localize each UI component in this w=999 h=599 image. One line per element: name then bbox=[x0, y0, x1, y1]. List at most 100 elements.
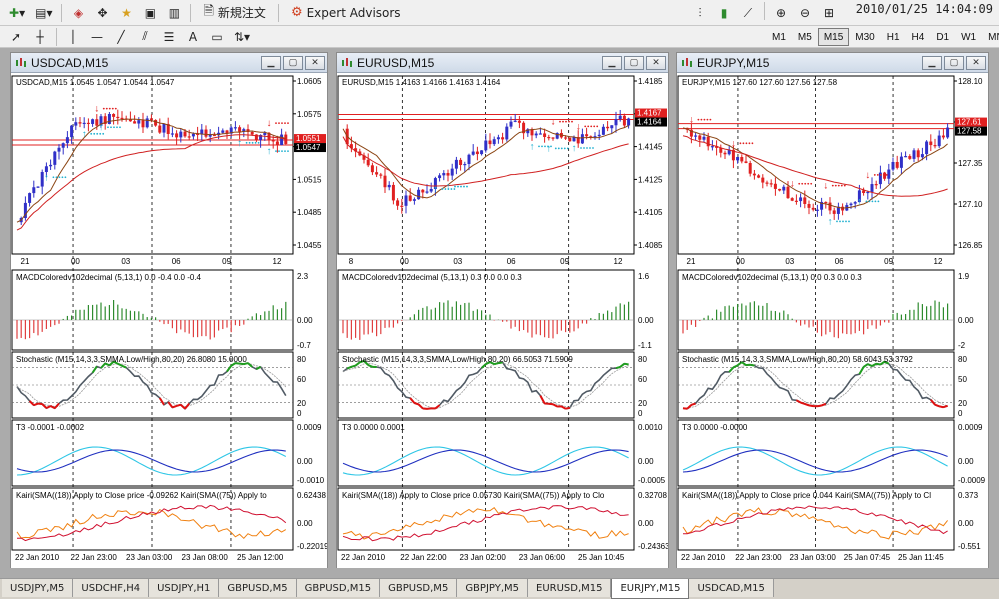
chart-tab[interactable]: GBPUSD,M15 bbox=[296, 579, 381, 597]
new-chart-button[interactable]: ✚ ▾ bbox=[9, 5, 26, 20]
line-chart-button[interactable]: ⟋ bbox=[737, 2, 759, 24]
indicator-pane-frame bbox=[337, 269, 635, 351]
vertical-line-button[interactable]: │ bbox=[62, 26, 84, 48]
navigator-button[interactable]: ✥ bbox=[91, 2, 113, 24]
signal-dot bbox=[562, 120, 564, 123]
timeframe-m5-button[interactable]: M5 bbox=[797, 31, 812, 43]
bar-chart-button[interactable]: ⫶ bbox=[689, 2, 711, 24]
zoom-out-button[interactable]: ⊖ bbox=[794, 2, 816, 24]
candle-body bbox=[459, 159, 463, 165]
chart-titlebar[interactable]: EURUSD,M15 ▁ ▢ ✕ bbox=[337, 53, 668, 73]
signal-dot bbox=[248, 141, 251, 144]
signal-dot bbox=[739, 142, 742, 145]
chart-titlebar[interactable]: USDCAD,M15 ▁ ▢ ✕ bbox=[11, 53, 327, 73]
crosshair-button[interactable]: ┼ bbox=[29, 26, 51, 48]
chart-tab[interactable]: GBPUSD,M5 bbox=[219, 579, 297, 597]
chart-tab[interactable]: GBPJPY,M5 bbox=[457, 579, 528, 597]
text-button[interactable]: A bbox=[182, 26, 204, 48]
candle-body bbox=[815, 209, 819, 211]
minimize-icon: ▁ bbox=[608, 57, 616, 67]
timeframe-mn-button[interactable]: MN bbox=[988, 31, 999, 43]
trendline-button[interactable]: ╱ bbox=[110, 26, 132, 48]
t3-scale-label: 0.00 bbox=[297, 457, 313, 466]
candle-body bbox=[522, 122, 526, 134]
chart-tab[interactable]: USDCAD,M15 bbox=[689, 579, 774, 597]
timeframe-w1-button[interactable]: W1 bbox=[961, 31, 977, 43]
arrows-button[interactable]: ⇅▾ bbox=[230, 26, 254, 48]
kairi-label: Kairi(SMA((18)) Apply to Close price 0.0… bbox=[342, 491, 605, 500]
close-button[interactable]: ✕ bbox=[966, 55, 986, 70]
chart-tab[interactable]: EURJPY,M15 bbox=[611, 579, 690, 599]
timeframe-h4-button[interactable]: H4 bbox=[911, 31, 925, 43]
minimize-button[interactable]: ▁ bbox=[261, 55, 281, 70]
candle-body bbox=[362, 155, 366, 160]
close-button[interactable]: ✕ bbox=[646, 55, 666, 70]
signal-dot bbox=[557, 147, 560, 150]
candle-body bbox=[891, 161, 895, 170]
profiles-button[interactable]: ▤ ▾ bbox=[35, 5, 53, 20]
candle-body bbox=[467, 154, 471, 164]
chart-window[interactable]: USDCAD,M15 ▁ ▢ ✕ ↓ ↑ ↑ ↑ ↑ ↓ ↑ USDCAD,M15 1.054… bbox=[10, 52, 328, 568]
chart-tab[interactable]: EURUSD,M15 bbox=[528, 579, 612, 597]
kairi-short-line bbox=[342, 507, 629, 540]
cursor-button[interactable]: ➚ bbox=[5, 26, 27, 48]
stochastic-overbought-segment bbox=[871, 362, 877, 367]
timeframe-d1-button[interactable]: D1 bbox=[936, 31, 950, 43]
signal-arrow-icon: ↑ bbox=[546, 143, 551, 154]
kairi-scale-label: 0.00 bbox=[638, 519, 654, 528]
expert-advisors-button[interactable]: ⚙ Expert Advisors bbox=[284, 2, 408, 24]
stochastic-overbought-segment bbox=[243, 362, 249, 366]
stochastic-oversold-segment bbox=[552, 403, 558, 408]
equidistant-channel-button[interactable]: ⫽ bbox=[134, 26, 156, 48]
maximize-button[interactable]: ▢ bbox=[944, 55, 964, 70]
chart-canvas[interactable]: ↓ ↓ ↓ ↑ ↓ ↓ ↑ EURJPY,M15 127.60 127.60 127.56 1… bbox=[677, 74, 988, 568]
tester-button[interactable]: ▥ bbox=[163, 2, 185, 24]
candlestick-button[interactable]: ▮ bbox=[713, 2, 735, 24]
minimize-button[interactable]: ▁ bbox=[922, 55, 942, 70]
favorites-button[interactable]: ★ bbox=[115, 2, 137, 24]
horizontal-line-button[interactable]: — bbox=[86, 26, 108, 48]
candle-body bbox=[870, 184, 874, 192]
timeframe-m15-button[interactable]: M15 bbox=[817, 28, 850, 46]
minimize-button[interactable]: ▁ bbox=[602, 55, 622, 70]
close-button[interactable]: ✕ bbox=[305, 55, 325, 70]
chart-window[interactable]: EURUSD,M15 ▁ ▢ ✕ ↑ ↑ ↑ ↑ ↓ ↓ ↑ EURUSD,M15 1.416… bbox=[336, 52, 669, 568]
candle-body bbox=[832, 210, 836, 214]
chart-tab[interactable]: USDCHF,H4 bbox=[73, 579, 150, 597]
toolbar-separator bbox=[764, 2, 765, 20]
signal-dot bbox=[257, 141, 260, 144]
chart-tab[interactable]: USDJPY,M5 bbox=[2, 579, 74, 597]
maximize-button[interactable]: ▢ bbox=[624, 55, 644, 70]
candle-body bbox=[706, 136, 710, 147]
signal-arrow-icon: ↑ bbox=[433, 184, 438, 195]
tile-windows-button[interactable]: ⊞ bbox=[818, 2, 840, 24]
candle-body bbox=[208, 134, 212, 137]
candle-body bbox=[543, 133, 547, 137]
date-axis-label: 22 Jan 22:00 bbox=[400, 553, 447, 562]
chart-tab[interactable]: USDJPY,H1 bbox=[149, 579, 220, 597]
maximize-button[interactable]: ▢ bbox=[283, 55, 303, 70]
chart-window[interactable]: EURJPY,M15 ▁ ▢ ✕ ↓ ↓ ↓ ↑ ↓ ↓ ↑ EURJPY,M15 127.6… bbox=[676, 52, 989, 568]
chart-tab[interactable]: GBPUSD,M5 bbox=[380, 579, 458, 597]
candle-body bbox=[404, 195, 408, 206]
time-axis-label: 06 bbox=[507, 257, 516, 266]
signal-dot bbox=[751, 142, 754, 145]
zoom-in-button[interactable]: ⊕ bbox=[770, 2, 792, 24]
market-watch-button[interactable]: ◈ bbox=[67, 2, 89, 24]
date-axis-label: 23 Jan 03:00 bbox=[126, 553, 173, 562]
stochastic-scale-label: 80 bbox=[638, 355, 647, 364]
chart-canvas[interactable]: ↑ ↑ ↑ ↑ ↓ ↓ ↑ EURUSD,M15 1.4163 1.4166 1.4163 1… bbox=[337, 74, 668, 568]
chart-titlebar[interactable]: EURJPY,M15 ▁ ▢ ✕ bbox=[677, 53, 988, 73]
timeframe-m30-button[interactable]: M30 bbox=[855, 31, 875, 43]
candle-body bbox=[162, 123, 166, 133]
chart-canvas[interactable]: ↓↑↑↑↑↓↑USDCAD,M15 1.0545 1.0547 1.0544 1… bbox=[11, 74, 327, 568]
fibonacci-button[interactable]: ☰ bbox=[158, 26, 180, 48]
candle-body bbox=[752, 173, 756, 176]
signal-dot bbox=[798, 182, 801, 185]
moving-average-slow bbox=[16, 134, 286, 231]
text-label-button[interactable]: ▭ bbox=[206, 26, 228, 48]
new-order-button[interactable]: 🗎 新規注文 bbox=[196, 2, 272, 24]
timeframe-m1-button[interactable]: M1 bbox=[772, 31, 786, 43]
timeframe-h1-button[interactable]: H1 bbox=[886, 31, 900, 43]
terminal-button[interactable]: ▣ bbox=[139, 2, 161, 24]
